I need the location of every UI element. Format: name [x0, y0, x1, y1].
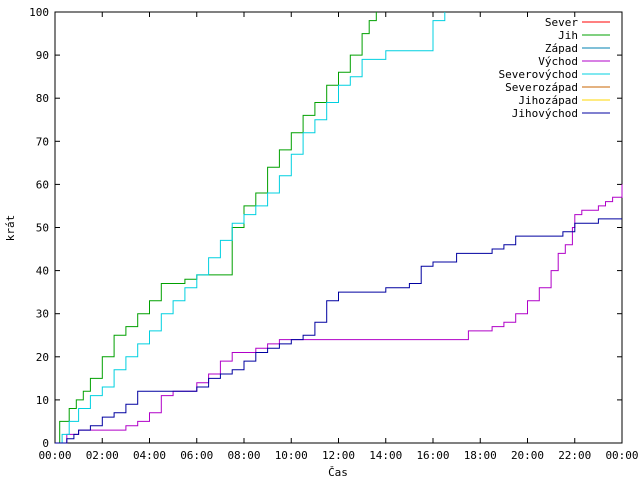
- legend-label-1: Jih: [558, 29, 578, 42]
- x-tick-label: 04:00: [133, 449, 166, 462]
- y-tick-label: 90: [36, 49, 49, 62]
- y-tick-label: 30: [36, 308, 49, 321]
- y-tick-label: 50: [36, 222, 49, 235]
- x-tick-label: 00:00: [605, 449, 638, 462]
- legend: SeverJihZápadVýchodSeverovýchodSeverozáp…: [499, 16, 610, 120]
- y-tick-label: 10: [36, 394, 49, 407]
- legend-label-4: Severovýchod: [499, 68, 578, 81]
- y-tick-label: 100: [29, 6, 49, 19]
- legend-label-6: Jihozápad: [518, 94, 578, 107]
- y-tick-label: 60: [36, 178, 49, 191]
- x-tick-label: 12:00: [322, 449, 355, 462]
- series-line-1: [55, 12, 377, 444]
- series-line-3: [55, 184, 623, 444]
- x-axis-label: Čas: [328, 466, 348, 479]
- legend-label-0: Sever: [545, 16, 578, 29]
- legend-label-7: Jihovýchod: [512, 107, 578, 120]
- x-tick-label: 06:00: [180, 449, 213, 462]
- y-tick-label: 40: [36, 265, 49, 278]
- x-tick-label: 08:00: [227, 449, 260, 462]
- series-layer: [55, 12, 623, 444]
- series-line-7: [55, 218, 622, 444]
- y-tick-label: 0: [42, 437, 49, 450]
- x-tick-label: 22:00: [558, 449, 591, 462]
- y-tick-label: 80: [36, 92, 49, 105]
- y-tick-label: 20: [36, 351, 49, 364]
- y-axis-label: krát: [4, 215, 17, 242]
- x-tick-label: 16:00: [416, 449, 449, 462]
- x-tick-label: 00:00: [38, 449, 71, 462]
- series-line-4: [55, 12, 446, 444]
- legend-label-5: Severozápad: [505, 81, 578, 94]
- x-tick-label: 10:00: [275, 449, 308, 462]
- y-tick-label: 70: [36, 135, 49, 148]
- x-tick-label: 02:00: [86, 449, 119, 462]
- legend-label-3: Východ: [538, 55, 578, 68]
- legend-label-2: Západ: [545, 42, 578, 55]
- x-tick-label: 20:00: [511, 449, 544, 462]
- x-axis: 00:00 02:00 04:00 06:00 08:00 10:00 12:00 14:00…: [38, 12, 639, 462]
- x-tick-label: 18:00: [464, 449, 497, 462]
- x-tick-label: 14:00: [369, 449, 402, 462]
- y-axis: 0 10 20 30 40 50 60 70 80 90 100: [29, 6, 622, 450]
